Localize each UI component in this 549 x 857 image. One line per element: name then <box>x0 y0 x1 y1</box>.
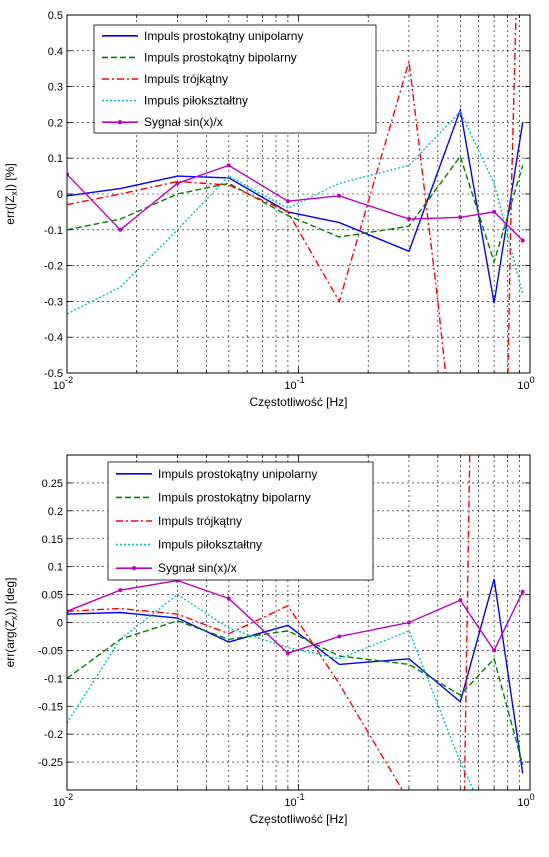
p1-series-4-marker <box>458 598 463 603</box>
p0-legend-label-3: Impuls piłokształtny <box>144 94 248 108</box>
p1-legend-label-4: Sygnał sin(x)/x <box>158 561 237 575</box>
plot-abs-error: -0.5 -0.4 -0.3 -0.2 -0.1 0 0.1 0.2 0.3 0.4 0.5 10-2… <box>3 10 535 409</box>
p0-series-0-line <box>67 107 524 304</box>
p1-legend-box <box>107 461 374 581</box>
p1-series-4-marker <box>492 648 497 653</box>
p0-y-axis-label: err(|Zx|) [%] <box>3 163 19 224</box>
p0-y-tick-label: -0.2 <box>44 261 63 273</box>
p0-series-4-marker <box>118 227 123 232</box>
p1-x-axis-label: Częstotliwość [Hz] <box>249 812 347 826</box>
p0-y-tick-label: 0.2 <box>48 117 63 129</box>
p1-legend-label-2: Impuls trójkątny <box>158 514 242 528</box>
p1-y-tick-label: 0 <box>57 618 63 630</box>
p1-y-tick-label: 0.25 <box>42 478 63 490</box>
p1-x-tick-label: 100 <box>517 792 534 809</box>
p1-x-tick-label: 10-2 <box>53 792 73 809</box>
p1-series-4-marker <box>337 634 342 639</box>
p1-series-4-marker <box>406 620 411 625</box>
p0-series-4-marker <box>226 163 231 168</box>
p0-y-tick-label: 0 <box>57 189 63 201</box>
p1-series-1-line <box>67 620 524 766</box>
p1-series-4-marker <box>118 588 123 593</box>
p0-axes-frame <box>66 14 531 374</box>
p1-y-tick-label: 0.05 <box>42 590 63 602</box>
p0-series-4-line <box>67 164 524 241</box>
p0-series-4-marker <box>337 193 342 198</box>
plot-phase-error: -0.25 -0.2 -0.15 -0.1 -0.05 0 0.05 0.1 0.15 0.2 0.… <box>3 454 535 826</box>
p1-y-tick-label: -0.25 <box>38 757 63 769</box>
p0-y-tick-label: 0.4 <box>48 46 63 58</box>
p1-legend-marker-4 <box>131 566 137 571</box>
p1-series-group <box>67 455 525 790</box>
p1-series-4-marker <box>285 651 290 656</box>
p1-legend-label-1: Impuls prostokątny bipolarny <box>158 490 311 504</box>
p0-series-4-marker <box>285 199 290 204</box>
p1-legend-label-3: Impuls piłokształtny <box>158 538 262 552</box>
p0-x-tick-label: 100 <box>517 375 534 392</box>
p1-axes-frame <box>66 454 531 791</box>
p0-legend-label-4: Sygnał sin(x)/x <box>144 115 223 129</box>
p0-series-4-marker <box>406 217 411 222</box>
p0-y-tick-label: -0.1 <box>44 225 63 237</box>
p1-y-tick-label: -0.1 <box>44 673 63 685</box>
p0-series-4-marker <box>492 209 497 214</box>
p0-series-3-line <box>67 110 524 315</box>
p1-series-2-line <box>67 455 471 790</box>
p0-x-tick-label: 10-2 <box>53 375 73 392</box>
p1-series-4-marker <box>520 589 525 594</box>
p0-series-4-marker <box>458 215 463 220</box>
p0-x-axis-label: Częstotliwość [Hz] <box>249 395 347 409</box>
p1-y-tick-label: 0.2 <box>48 506 63 518</box>
p1-x-tick-label: 10-1 <box>284 792 304 809</box>
p0-series-2-line <box>67 15 517 373</box>
p1-series-4-line <box>67 579 524 654</box>
p1-y-tick-label: -0.15 <box>38 701 63 713</box>
p0-legend-marker-4 <box>117 120 123 125</box>
p1-series-3-line <box>67 593 475 790</box>
p0-y-tick-label: -0.4 <box>44 332 63 344</box>
p0-x-tick-label: 10-1 <box>284 375 304 392</box>
p0-y-tick-label: 0.3 <box>48 82 63 94</box>
p0-series-group <box>67 15 525 373</box>
p0-legend-box <box>93 24 377 134</box>
p0-legend-label-2: Impuls trójkątny <box>144 72 228 86</box>
p0-y-tick-label: -0.5 <box>44 368 63 380</box>
p1-y-tick-label: -0.05 <box>38 645 63 657</box>
p0-y-tick-label: 0.5 <box>48 10 63 22</box>
p0-legend-label-0: Impuls prostokątny unipolarny <box>144 29 303 43</box>
p1-series-4-marker <box>226 596 231 601</box>
p1-y-tick-label: -0.2 <box>44 729 63 741</box>
p1-y-axis-label: err(arg(Zx)) [deg] <box>3 578 19 668</box>
p1-legend-label-0: Impuls prostokątny unipolarny <box>158 467 317 481</box>
p0-series-4-marker <box>175 181 180 186</box>
p1-y-tick-label: 0.15 <box>42 534 63 546</box>
p0-y-tick-label: -0.3 <box>44 296 63 308</box>
p0-legend-label-1: Impuls prostokątny bipolarny <box>144 50 297 64</box>
p0-y-tick-label: 0.1 <box>48 153 63 165</box>
p0-series-4-marker <box>520 238 525 243</box>
p1-y-tick-label: 0.1 <box>48 562 63 574</box>
